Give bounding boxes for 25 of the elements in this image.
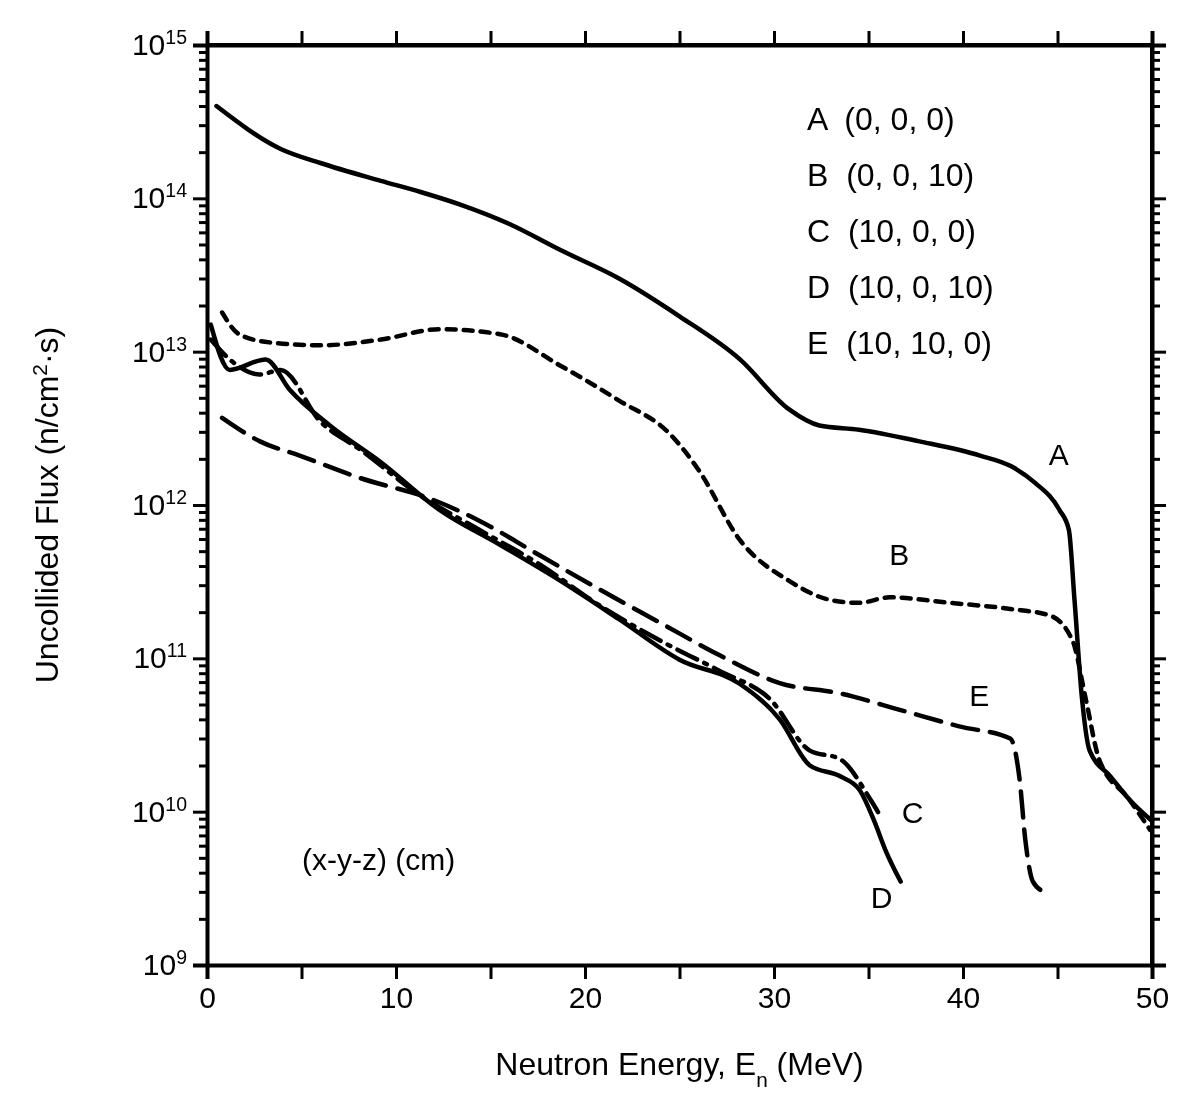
y-tick-label: 10$^{9}$ <box>142 946 187 982</box>
series-label: E <box>969 679 990 713</box>
x-tick-label: 10 <box>379 981 414 1015</box>
y-tick-label: 10$^{13}$ <box>131 332 187 368</box>
y-tick-label: 10$^{12}$ <box>131 486 187 522</box>
annotation: A (0, 0, 0) <box>807 101 955 137</box>
series-label: B <box>889 538 910 572</box>
annotation: D (10, 0, 10) <box>807 269 994 305</box>
x-tick-label: 20 <box>568 981 603 1015</box>
annotation: E (10, 10, 0) <box>807 325 992 361</box>
series-label: A <box>1048 437 1069 471</box>
x-tick-label: 50 <box>1135 981 1170 1015</box>
y-tick-label: 10$^{14}$ <box>131 179 188 215</box>
x-tick-label: 30 <box>757 981 792 1015</box>
annotation: C (10, 0, 0) <box>807 213 976 249</box>
annotation: (x-y-z) (cm) <box>302 843 456 876</box>
series-label: D <box>870 880 893 914</box>
y-tick-label: 10$^{11}$ <box>133 639 187 675</box>
y-tick-label: 10$^{15}$ <box>131 26 188 62</box>
annotation: B (0, 0, 10) <box>807 157 975 193</box>
x-tick-label: 40 <box>946 981 981 1015</box>
x-tick-label: 0 <box>199 981 216 1015</box>
x-axis-title: Neutron Energy, E$_{n}$ (MeV) <box>495 1046 864 1091</box>
y-tick-label: 10$^{10}$ <box>131 792 188 828</box>
series-label: C <box>901 796 924 830</box>
